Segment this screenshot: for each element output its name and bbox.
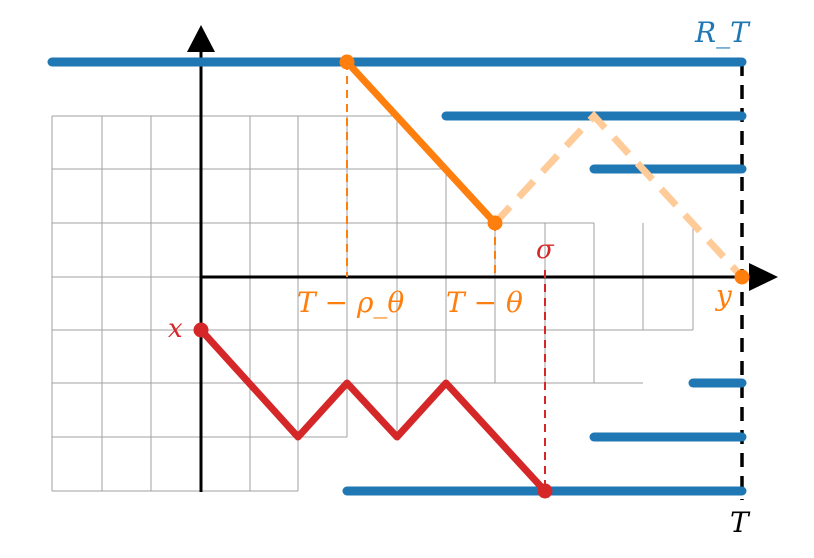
horizontal-axis-arrow-icon	[749, 263, 778, 291]
theta-time-label: T − θ	[446, 286, 523, 319]
axes	[187, 25, 778, 492]
start-point-x	[193, 322, 209, 338]
hitting-point-sigma	[537, 483, 553, 499]
forward-path	[197, 326, 549, 495]
backward-path-continuation	[492, 110, 745, 280]
backward-path-theta-point	[487, 215, 503, 231]
end-point-y	[734, 269, 750, 285]
rho-time-label: T − ρ_θ	[297, 286, 404, 319]
terminal-time-label: T	[730, 506, 751, 539]
backward-path-start-point	[339, 54, 355, 70]
end-point-label: y	[714, 279, 733, 312]
region-label: R_T	[694, 16, 751, 49]
start-point-label: x	[168, 314, 183, 344]
hitting-time-label: σ	[536, 235, 555, 265]
backward-path-segment	[343, 58, 499, 227]
vertical-axis-arrow-icon	[187, 25, 215, 52]
